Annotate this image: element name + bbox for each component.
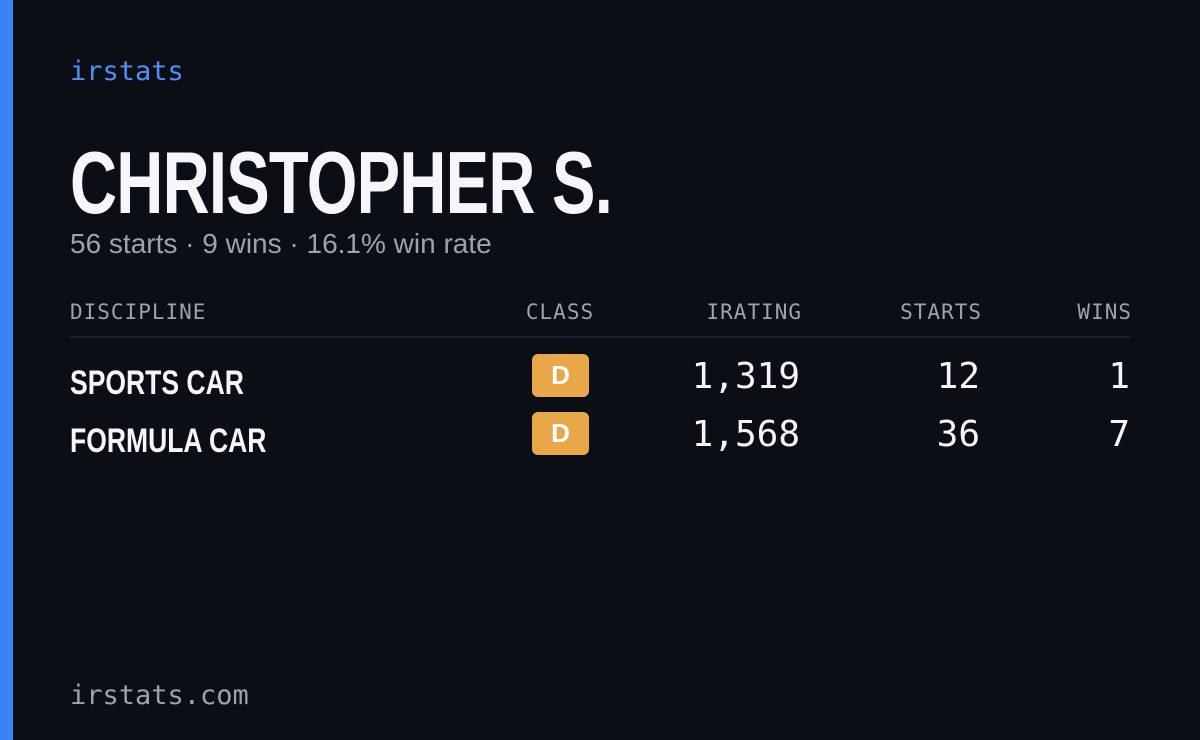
wins: 1 xyxy=(1108,356,1130,397)
header-rule xyxy=(70,336,1130,338)
irating: 1,568 xyxy=(691,414,800,455)
wins: 7 xyxy=(1108,414,1130,455)
starts: 36 xyxy=(936,414,980,455)
brand: irstats xyxy=(70,56,184,87)
footer-url: irstats.com xyxy=(70,680,249,711)
class-badge: D xyxy=(532,354,589,397)
accent-bar xyxy=(0,0,13,740)
discipline: FORMULA CAR xyxy=(70,422,267,460)
header-irating: IRATING xyxy=(706,300,802,324)
irating: 1,319 xyxy=(691,356,800,397)
header-discipline: DISCIPLINE xyxy=(70,300,207,324)
starts: 12 xyxy=(936,356,980,397)
discipline: SPORTS CAR xyxy=(70,364,244,402)
class-badge: D xyxy=(532,412,589,455)
header-wins: WINS xyxy=(1077,300,1132,324)
header-class: CLASS xyxy=(525,300,595,324)
driver-name: CHRISTOPHER S. xyxy=(70,133,613,232)
summary: 56 starts · 9 wins · 16.1% win rate xyxy=(70,228,492,259)
header-starts: STARTS xyxy=(900,300,982,324)
